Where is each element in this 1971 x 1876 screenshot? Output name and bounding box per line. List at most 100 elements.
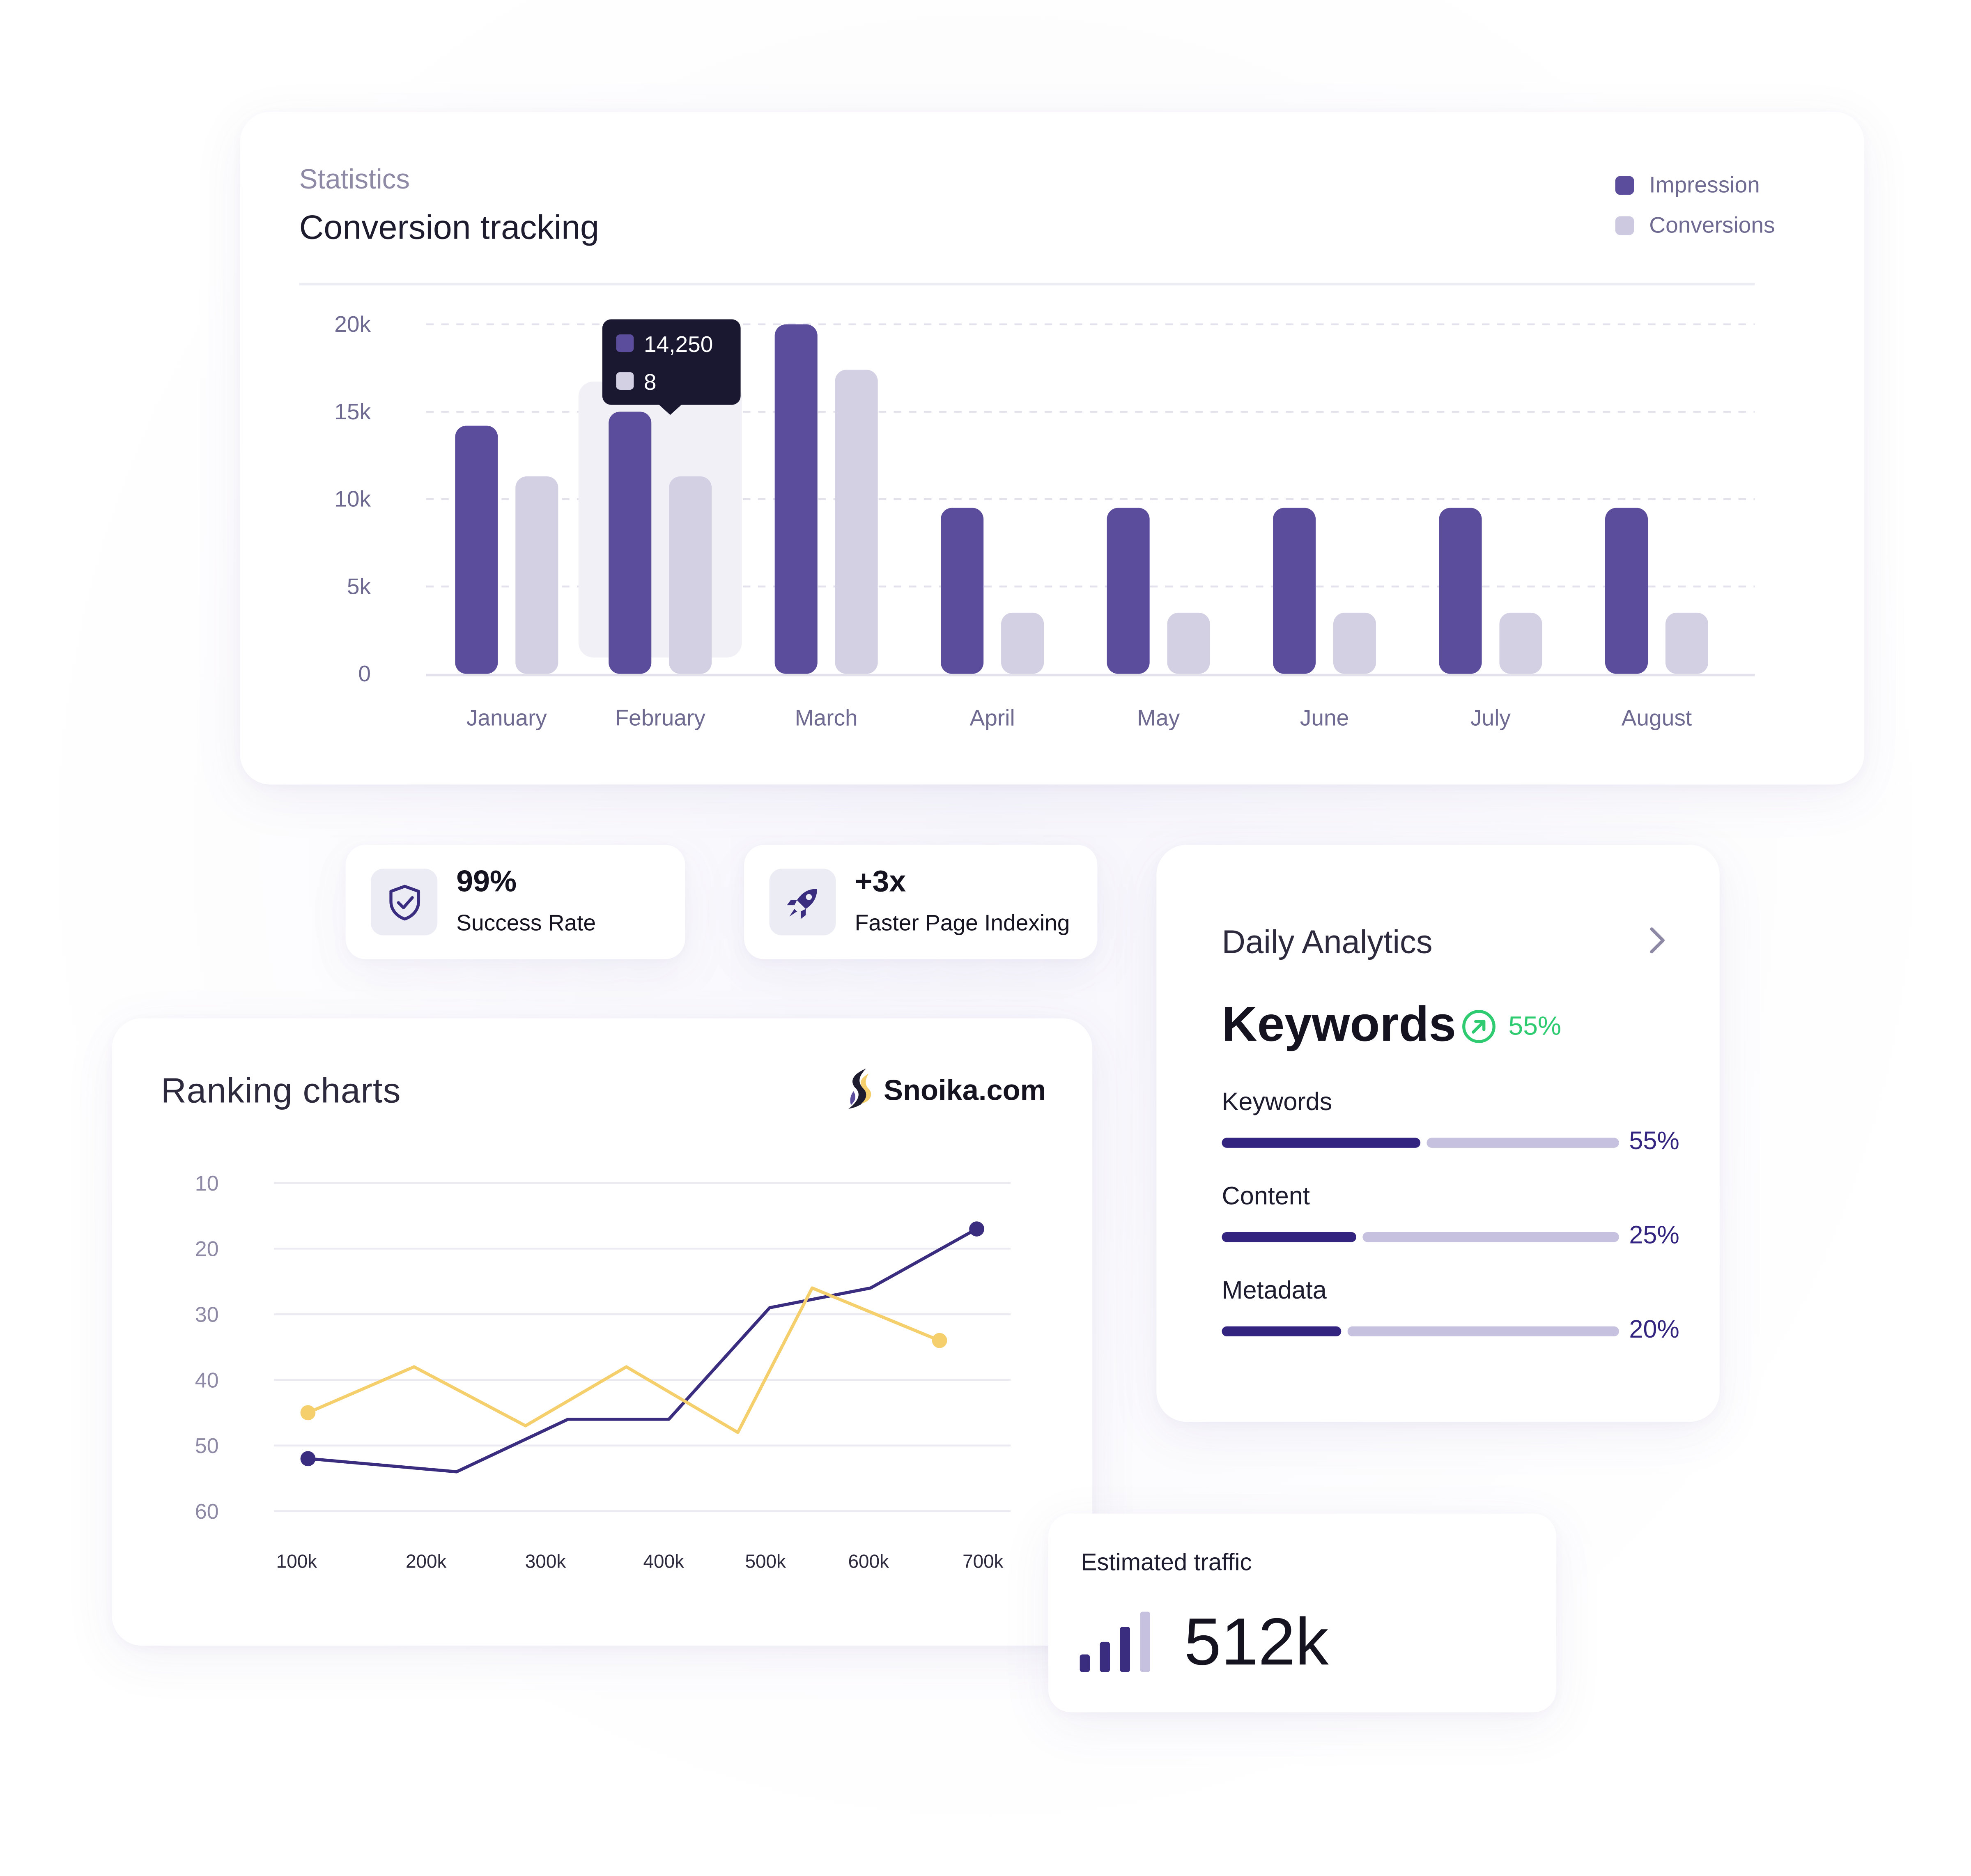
ranking-charts-card: 10 20 30 40 50 60 100k 200k 300k 400k 500k 600k 700k… xyxy=(112,1018,1093,1646)
rocket-icon xyxy=(769,869,836,936)
y-tick-label: 30 xyxy=(195,1303,219,1327)
chart-title: Conversion tracking xyxy=(299,209,600,246)
bar-impression xyxy=(1273,508,1316,674)
y-tick-label: 20k xyxy=(334,311,371,337)
success-rate-label: Success Rate xyxy=(456,910,596,936)
bar-impression xyxy=(455,425,498,674)
bar-conversions xyxy=(1167,612,1210,674)
success-rate-card: 99% Success Rate xyxy=(345,845,685,959)
ranking-line-chart: 10 20 30 40 50 60 100k 200k 300k 400k 500k 600k 700k xyxy=(195,1172,1011,1572)
hover-highlight xyxy=(578,382,742,658)
brand-name: Snoika.com xyxy=(884,1073,1046,1106)
tooltip-box xyxy=(602,319,741,405)
x-tick-label: February xyxy=(615,705,705,730)
series-line-0 xyxy=(308,1227,978,1474)
x-tick-label: 300k xyxy=(525,1550,567,1572)
chevron-right-icon[interactable] xyxy=(1644,924,1669,957)
tooltip-swatch-impression xyxy=(616,334,634,352)
indexing-value: +3x xyxy=(855,865,906,899)
series-start-point xyxy=(300,1451,316,1467)
metric-rest xyxy=(1427,1138,1619,1148)
legend-item-conversions[interactable]: Conversions xyxy=(1615,212,1775,239)
x-tick-label: August xyxy=(1622,705,1692,730)
legend-swatch-impression xyxy=(1615,176,1634,195)
brand[interactable]: Snoika.com xyxy=(843,1066,1046,1114)
metric-pct-content: 25% xyxy=(1629,1222,1679,1250)
x-tick-label: May xyxy=(1137,705,1180,730)
bar-impression xyxy=(1439,508,1482,674)
tooltip-conversions-value: 8 xyxy=(644,369,657,395)
conversion-bar-chart: 0 5k 10k 15k 20k January February March April May… xyxy=(334,311,1755,730)
conversion-tracking-card: 0 5k 10k 15k 20k January February March April May… xyxy=(240,112,1864,785)
legend-label: Impression xyxy=(1649,172,1760,198)
x-tick-label: June xyxy=(1300,705,1349,730)
traffic-label: Estimated traffic xyxy=(1081,1550,1252,1577)
y-tick-label: 20 xyxy=(195,1237,219,1261)
tooltip-swatch-conversions xyxy=(616,372,634,390)
x-tick-label: January xyxy=(466,705,547,730)
y-tick-label: 10 xyxy=(195,1172,219,1195)
y-tick-label: 50 xyxy=(195,1434,219,1458)
x-tick-label: July xyxy=(1470,705,1511,730)
tooltip-impression-value: 14,250 xyxy=(644,331,713,357)
bar-impression xyxy=(609,412,652,674)
bar-impression xyxy=(774,324,818,674)
metric-fill xyxy=(1222,1326,1342,1337)
metric-bar-content xyxy=(1222,1232,1619,1242)
metric-pct-keywords: 55% xyxy=(1629,1127,1679,1156)
estimated-traffic-card: Estimated traffic 512k xyxy=(1048,1513,1556,1713)
legend-item-impression[interactable]: Impression xyxy=(1615,172,1760,198)
metric-rest xyxy=(1347,1326,1619,1337)
y-tick-label: 15k xyxy=(334,399,371,424)
metric-label-content: Content xyxy=(1222,1183,1310,1211)
y-tick-label: 40 xyxy=(195,1368,219,1392)
legend-label: Conversions xyxy=(1649,212,1775,238)
section-eyebrow: Statistics xyxy=(299,163,410,195)
series-end-point xyxy=(969,1221,984,1237)
daily-analytics-card: Daily Analytics Keywords 55% Keywords 55… xyxy=(1156,845,1720,1422)
bar-conversions xyxy=(1499,612,1542,674)
indexing-label: Faster Page Indexing xyxy=(855,910,1070,936)
bar-conversions xyxy=(1001,612,1044,674)
ranking-title: Ranking charts xyxy=(161,1071,401,1110)
trend-up-icon xyxy=(1462,1010,1495,1043)
bar-conversions xyxy=(1665,612,1708,674)
metric-rest xyxy=(1362,1232,1619,1242)
keywords-headline: Keywords xyxy=(1222,998,1456,1053)
metric-label-keywords: Keywords xyxy=(1222,1088,1332,1117)
metric-fill xyxy=(1222,1232,1357,1242)
y-tick-label: 10k xyxy=(334,486,371,512)
y-tick-label: 0 xyxy=(358,661,371,686)
shield-check-icon xyxy=(371,869,438,936)
x-tick-label: April xyxy=(970,705,1015,730)
bar-conversions xyxy=(835,370,878,674)
faster-indexing-card: +3x Faster Page Indexing xyxy=(744,845,1098,959)
metric-bar-keywords xyxy=(1222,1138,1619,1148)
x-tick-label: 200k xyxy=(406,1550,447,1572)
y-tick-label: 60 xyxy=(195,1500,219,1524)
legend-swatch-conversions xyxy=(1615,216,1634,235)
tooltip-arrow xyxy=(657,403,683,415)
daily-analytics-title: Daily Analytics xyxy=(1222,922,1433,961)
keywords-change: 55% xyxy=(1508,1012,1562,1041)
x-tick-label: March xyxy=(795,705,858,730)
metric-bar-metadata xyxy=(1222,1326,1619,1337)
x-tick-label: 600k xyxy=(848,1550,890,1572)
bar-conversions xyxy=(669,476,712,674)
y-tick-label: 5k xyxy=(347,573,371,599)
bar-conversions xyxy=(515,476,558,674)
bar-impression xyxy=(1107,508,1150,674)
success-rate-value: 99% xyxy=(456,865,517,899)
metric-fill xyxy=(1222,1138,1421,1148)
series-end-point xyxy=(932,1333,947,1348)
x-tick-label: 100k xyxy=(276,1550,318,1572)
bar-conversions xyxy=(1333,612,1376,674)
x-tick-label: 700k xyxy=(963,1550,1004,1572)
tooltip: 14,250 8 xyxy=(602,319,741,415)
x-tick-label: 400k xyxy=(643,1550,685,1572)
series-start-point xyxy=(300,1405,316,1421)
metric-label-metadata: Metadata xyxy=(1222,1277,1327,1305)
metric-pct-metadata: 20% xyxy=(1629,1316,1679,1344)
x-tick-label: 500k xyxy=(745,1550,786,1572)
